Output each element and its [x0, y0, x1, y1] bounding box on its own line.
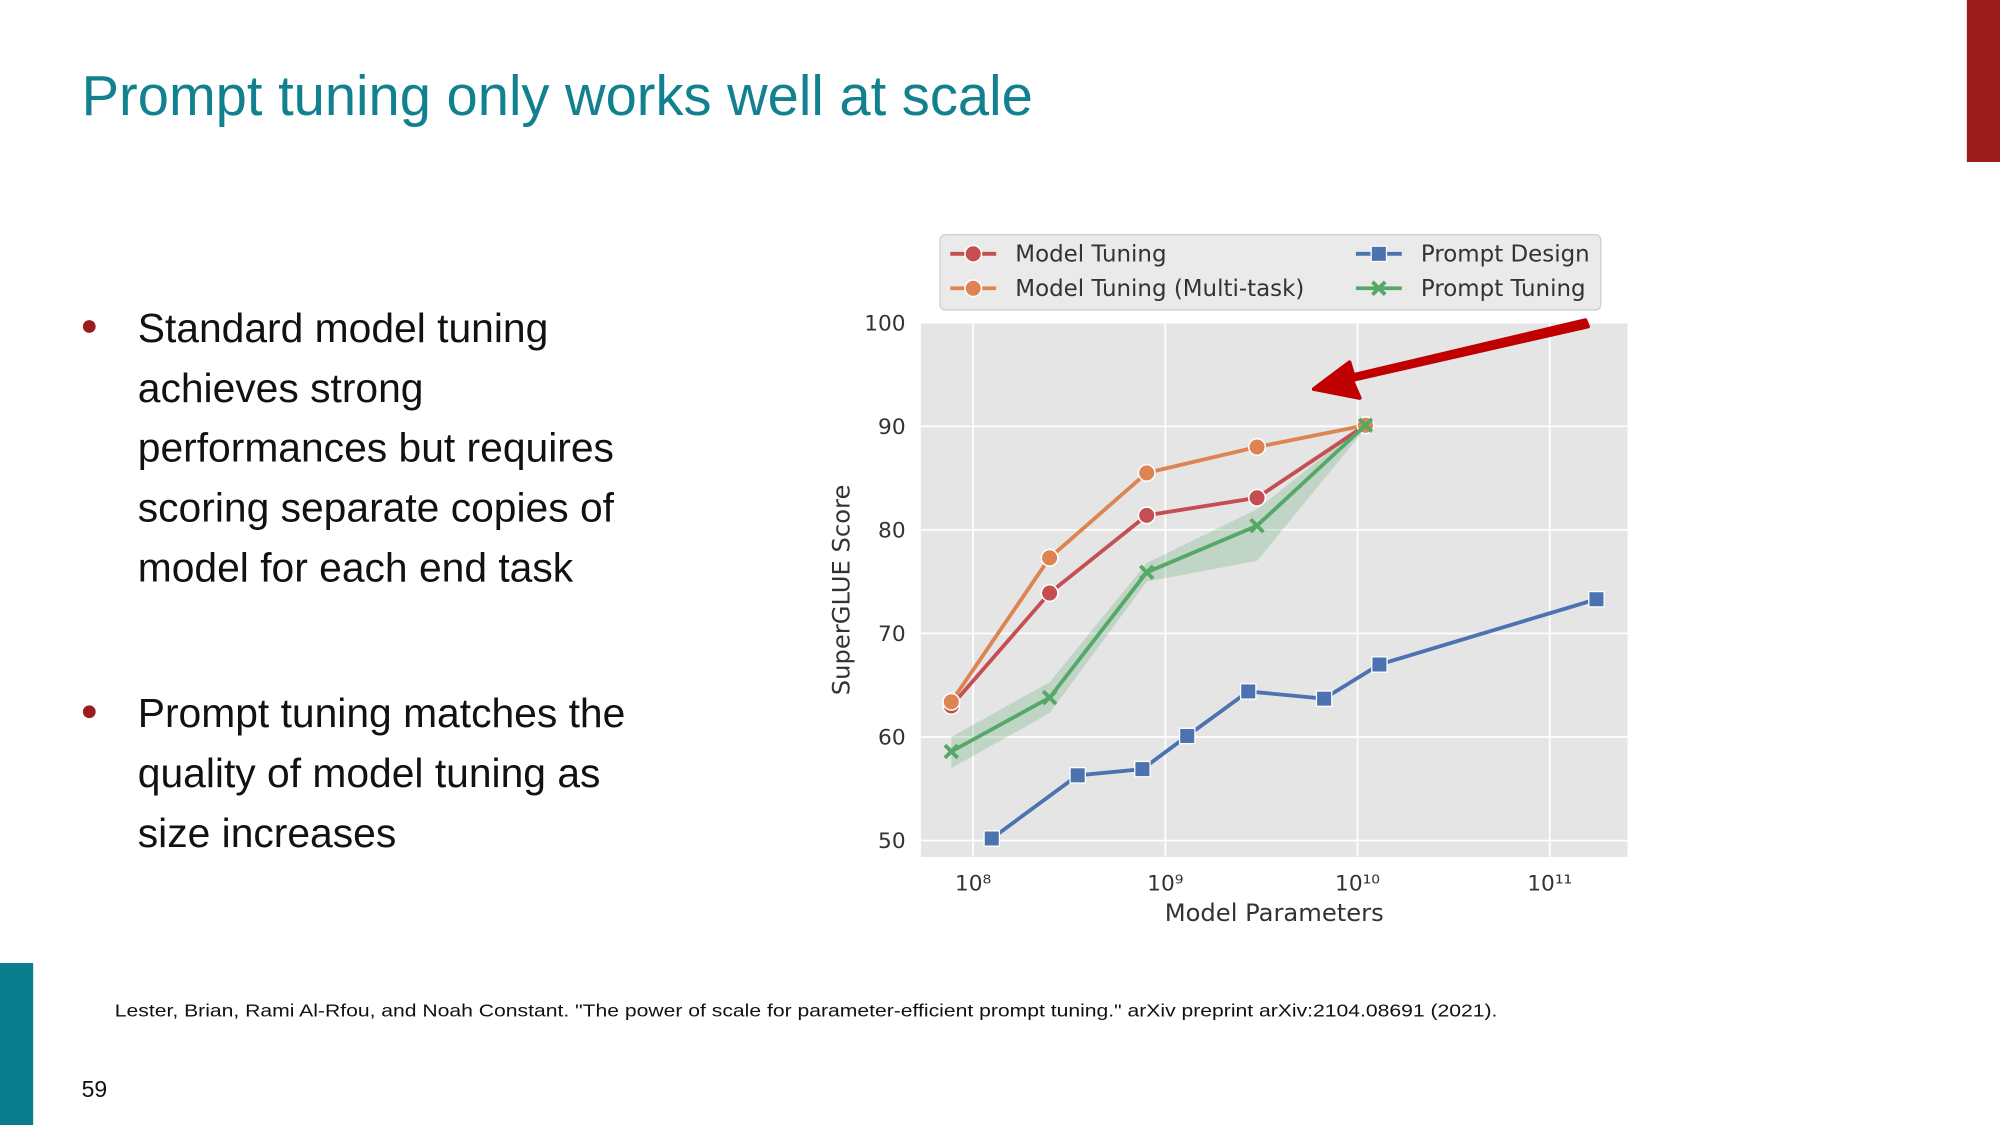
y-tick-label: 60 [878, 726, 906, 751]
data-point [1371, 280, 1387, 296]
x-tick-label: 10¹¹ [1527, 871, 1572, 896]
bullet-text: achieves strong [138, 365, 424, 411]
data-point [1041, 689, 1058, 706]
data-point [964, 279, 983, 298]
citation: Lester, Brian, Rami Al-Rfou, and Noah Co… [115, 1001, 1498, 1021]
data-point [1040, 548, 1059, 567]
y-tick-label: 80 [878, 519, 906, 544]
legend-box [939, 234, 1602, 311]
data-point [1134, 760, 1151, 778]
accent-bar [1966, 0, 2000, 162]
data-point [942, 692, 961, 711]
y-tick-label: 50 [878, 829, 906, 854]
data-point [1040, 583, 1059, 603]
data-point [964, 244, 983, 263]
annotation-arrow [1311, 318, 1590, 400]
bullet-text: performances but requires [138, 425, 614, 471]
x-marker [1138, 564, 1155, 581]
x-tick-label: 10¹⁰ [1335, 871, 1380, 896]
data-point [983, 830, 1001, 847]
y-axis-label: SuperGLUE Score [827, 485, 855, 696]
chart: 50 60 70 80 90 100 10⁸ 10⁹ 10¹⁰ 10¹¹ Model Paramet… [827, 234, 1628, 927]
legend-label: Prompt Design [1421, 241, 1590, 267]
x-marker [1041, 689, 1058, 706]
y-tick-label: 90 [878, 415, 906, 440]
data-point [1371, 656, 1388, 673]
bullet-text: size increases [138, 810, 397, 856]
data-point [1137, 506, 1156, 525]
bullet-list: Standard model tuning achieves strong perf… [82, 305, 626, 856]
legend-label: Prompt Tuning [1421, 276, 1586, 302]
accent-bar [0, 963, 34, 1125]
bullet-dot [82, 320, 96, 333]
data-point [1247, 437, 1267, 457]
bullet-text: model for each end task [138, 545, 574, 591]
x-tick-label: 10⁹ [1147, 871, 1183, 896]
legend-label: Model Tuning (Multi-task) [1015, 276, 1304, 302]
bullet-text: quality of model tuning as [138, 750, 601, 796]
data-point [1588, 590, 1605, 608]
x-axis-label: Model Parameters [1165, 899, 1384, 927]
data-point [1239, 683, 1257, 700]
data-point [1315, 690, 1333, 707]
series-line [990, 597, 1598, 841]
data-point [1370, 245, 1388, 263]
data-point [1178, 727, 1196, 745]
data-point [1069, 767, 1086, 784]
data-point [943, 743, 960, 760]
data-point [1137, 463, 1156, 482]
x-marker [1371, 280, 1387, 296]
page-number: 59 [82, 1076, 108, 1102]
bullet-text: Prompt tuning matches the [138, 690, 626, 736]
legend-label: Model Tuning [1015, 241, 1166, 267]
bullet-text: Standard model tuning [138, 305, 549, 351]
data-point [1247, 488, 1267, 507]
bullet-dot [82, 705, 96, 719]
y-tick-label: 100 [864, 311, 905, 336]
slide-title: Prompt tuning only works well at scale [82, 64, 1033, 127]
x-marker [943, 743, 960, 760]
x-marker [1249, 517, 1265, 534]
x-marker [1357, 417, 1374, 433]
data-point [1357, 417, 1374, 433]
legend: Model Tuning Model Tuning (Multi-task) Pro… [939, 234, 1602, 311]
bullet-text: scoring separate copies of [138, 485, 615, 531]
data-point [1249, 517, 1265, 534]
plot-area [920, 322, 1628, 858]
y-tick-label: 70 [878, 622, 906, 647]
x-tick-label: 10⁸ [955, 871, 991, 896]
data-point [1138, 564, 1155, 581]
confidence-band [951, 423, 1366, 769]
